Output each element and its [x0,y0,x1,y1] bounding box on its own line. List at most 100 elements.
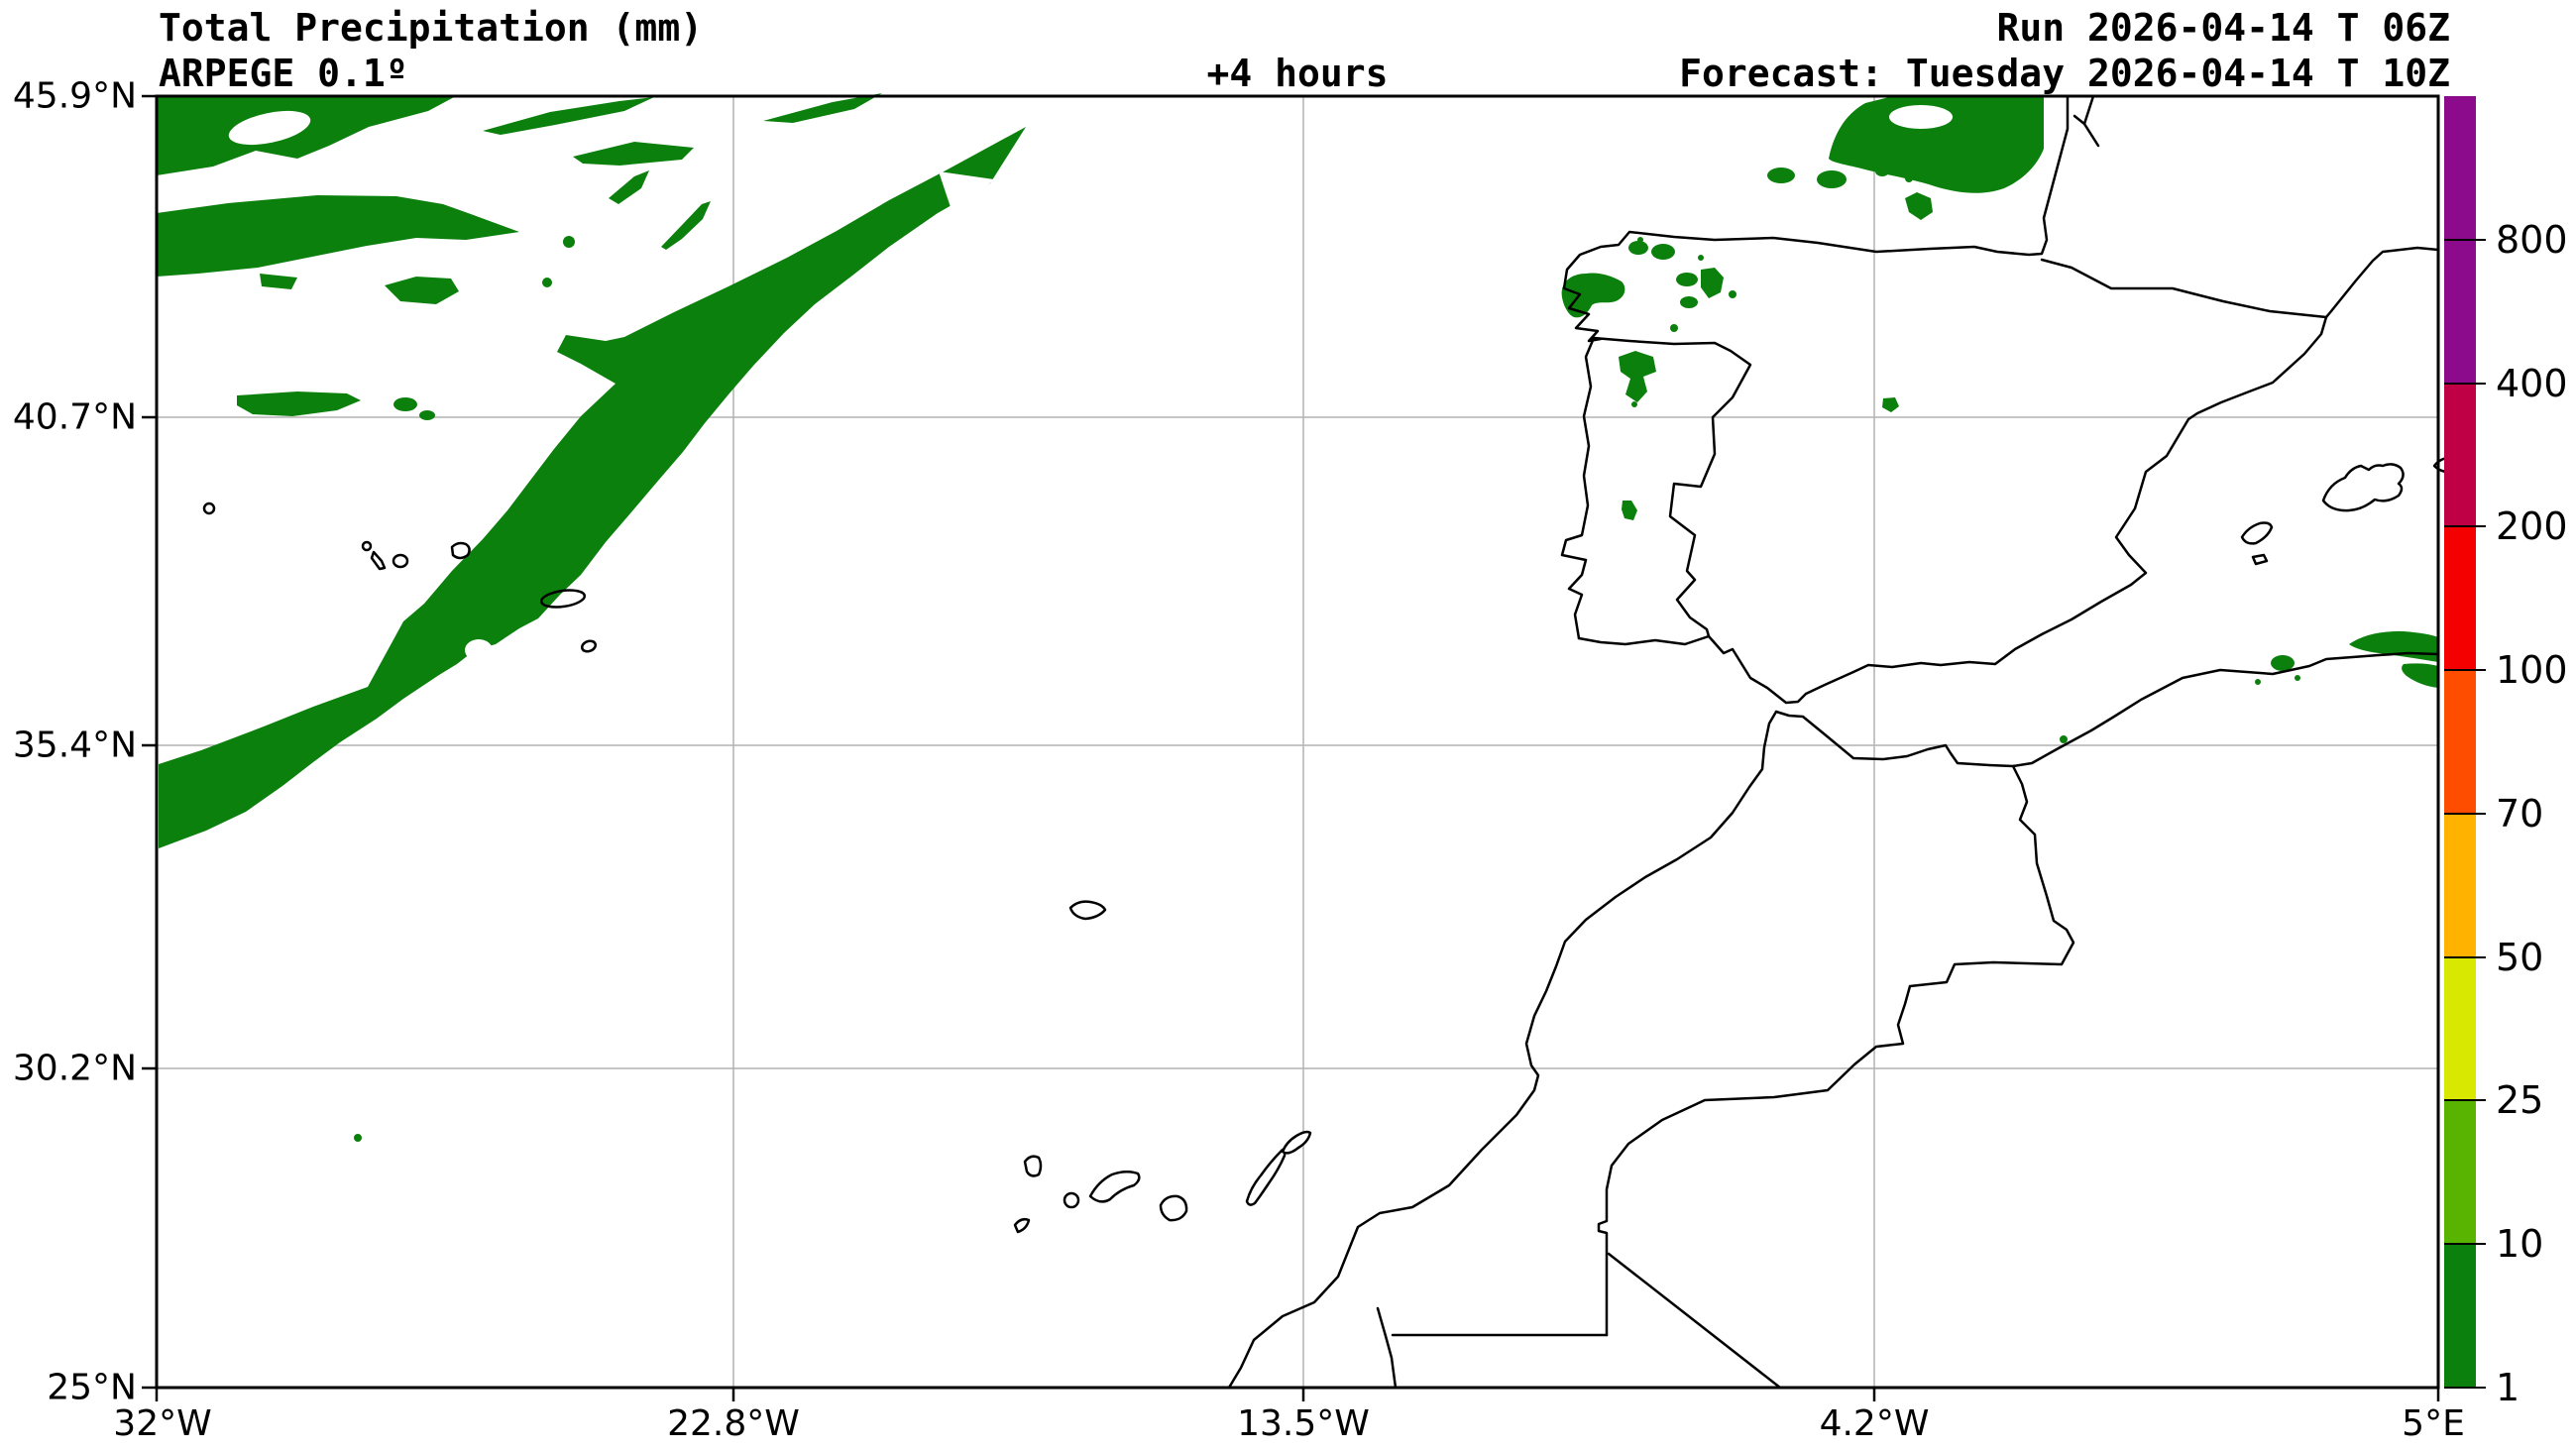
colorbar-ticks [2444,239,2486,1389]
island-mallorca [2321,463,2405,512]
header: Total Precipitation (mm) ARPEGE 0.1º +4 … [159,6,2450,95]
precip-blob [1701,268,1724,298]
map-title: Total Precipitation (mm) [159,6,703,50]
lon-tick-label: 4.2°W [1820,1403,1930,1444]
colorbar-tick-label: 10 [2496,1222,2543,1266]
lat-tick-label: 25°N [47,1368,137,1408]
colorbar-segment-25-50 [2444,957,2476,1100]
axis-labels: 45.9°N 40.7°N 35.4°N 30.2°N 25°N 32°W 22… [13,76,2465,1445]
precip-topleft-corner-mass [157,96,456,175]
model-label: ARPEGE 0.1º [159,52,408,95]
precip-speck-atlantic [354,1134,362,1142]
precip-streak [237,391,361,416]
colorbar-segment-above-800 [2444,96,2476,240]
axis-ticks [142,94,2440,1401]
island-ibiza [2240,521,2274,545]
precip-hole [939,171,994,216]
lat-tick-label: 45.9°N [13,76,137,117]
precip-dot [1637,237,1643,243]
colorbar-segment-1-10 [2444,1244,2476,1388]
precip-nspain-dot [1882,397,1899,412]
colorbar-tick-label: 1 [2496,1366,2520,1409]
colorbar: 800 400 200 100 70 50 25 10 1 [2444,96,2568,1409]
island-fuerteventura [1245,1148,1287,1206]
coast-west-africa [1227,710,1778,1390]
island-tenerife [1088,1171,1141,1203]
precip-dot [2271,655,2295,671]
precip-dot [1670,324,1678,332]
precip-streak [609,170,649,204]
island-formentera [2251,553,2269,566]
island-la-palma [1023,1155,1043,1177]
precip-blob [1905,192,1933,220]
border-france-spain [2040,258,2328,319]
border-mauritania-diagonal [1607,1252,1782,1390]
precip-portugal-north [1619,351,1656,402]
precip-hole [228,110,311,146]
island-azores [392,553,409,569]
colorbar-tick-label: 800 [2496,218,2568,262]
precip-dot [1628,241,1648,255]
island-azores [450,541,471,560]
lead-time-label: +4 hours [1206,52,1388,95]
map-frame [155,94,2440,1390]
precip-band-west-lobe [260,274,297,289]
colorbar-tick-label: 25 [2496,1078,2543,1122]
precip-portugal-center [1622,501,1637,520]
precip-streak [661,201,711,250]
precip-dot [1676,273,1698,286]
island-gran-canaria [1159,1194,1188,1222]
precip-dot [1729,290,1736,298]
border-portugal-spain [1592,336,1752,638]
lat-tick-label: 40.7°N [13,397,137,438]
colorbar-tick-label: 400 [2496,362,2568,405]
colorbar-segment-400-800 [2444,240,2476,384]
colorbar-segment-70-100 [2444,670,2476,814]
colorbar-tick-label: 100 [2496,648,2568,692]
colorbar-labels: 800 400 200 100 70 50 25 10 1 [2496,218,2568,1409]
precip-dot [393,397,417,411]
colorbar-segment-100-200 [2444,526,2476,670]
island-lanzarote [1281,1130,1312,1155]
precip-dot [1651,244,1675,260]
island-el-hierro [1013,1217,1031,1234]
coastlines [202,94,2472,1390]
precip-dot [2295,675,2300,681]
lon-tick-label: 13.5°W [1237,1403,1370,1444]
precip-dot [563,236,575,248]
island-madeira [1068,900,1107,921]
lat-tick-label: 35.4°N [13,726,137,766]
precip-dot [542,278,552,287]
coast-dakhla [1376,1306,1398,1390]
precip-atlantic-band [159,127,1026,848]
coast-algarve [1577,634,1711,646]
island-santa-maria [580,639,598,653]
precip-band-west [157,195,519,277]
precip-dot [1631,401,1637,407]
border-morocco-algeria-westernsahara [1597,764,2075,1337]
precip-streak [483,97,654,135]
coast-gironde-estuary [2072,114,2086,126]
colorbar-tick-label: 70 [2496,792,2543,836]
precip-dot [2255,679,2261,685]
precip-hole [465,639,493,661]
coast-north-africa-mediterranean [1774,651,2440,768]
precip-dot [1767,168,1795,183]
precip-speck-algeria [2060,735,2068,743]
precip-streak [763,93,882,123]
island-azores [361,540,373,552]
precip-dot [1817,170,1847,188]
island-sao-miguel [539,589,587,609]
lon-tick-label: 32°W [113,1403,211,1444]
precip-dot [419,410,435,420]
island-azores [370,550,387,571]
precip-galicia-main [1561,273,1625,318]
coast-spain-mediterranean [1707,315,2328,705]
lon-tick-label: 22.8°W [667,1403,800,1444]
forecast-label: Forecast: Tuesday 2026-04-14 T 10Z [1679,52,2450,95]
precip-dot [1875,167,1889,176]
run-label: Run 2026-04-14 T 06Z [1996,6,2450,50]
